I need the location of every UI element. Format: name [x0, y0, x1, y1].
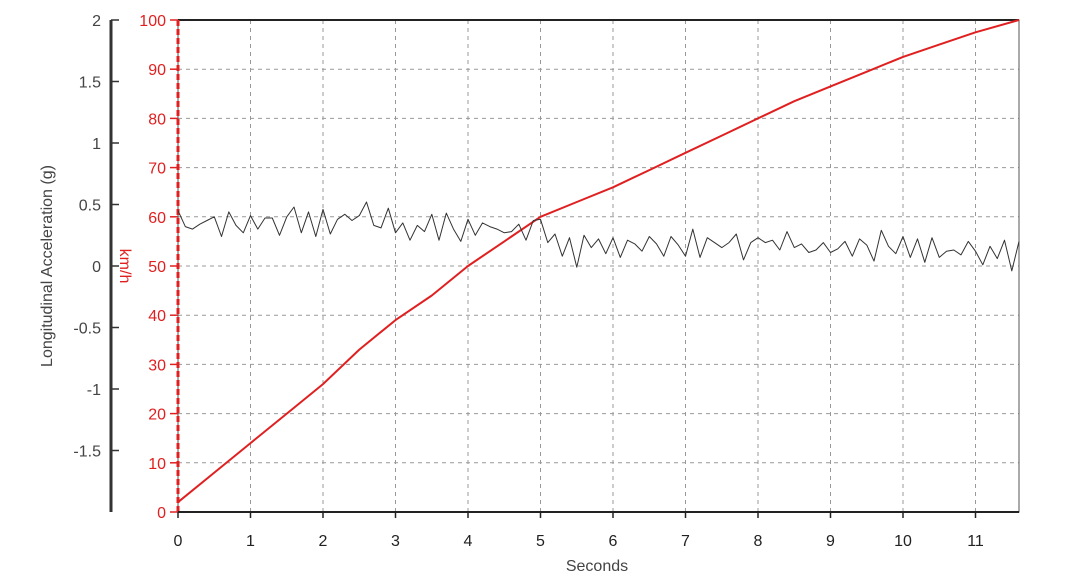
x-tick-label: 0 [174, 533, 183, 550]
x-tick-label: 6 [609, 533, 618, 550]
x-axis-title: Seconds [566, 558, 628, 575]
left-tick-label: 1.5 [79, 75, 101, 92]
right-tick-label: 0 [157, 505, 166, 522]
x-tick-label: 5 [536, 533, 545, 550]
x-tick-label: 8 [754, 533, 763, 550]
x-tick-label: 10 [894, 533, 912, 550]
left-axis: 2 1.5 1 0.5 0 -0.5 -1 -1.5 [73, 13, 119, 512]
x-axis: 0 1 2 3 4 5 6 7 8 9 10 11 [174, 511, 1019, 550]
right-tick-label: 70 [148, 161, 166, 178]
left-tick-label: 0.5 [79, 198, 101, 215]
x-tick-label: 2 [319, 533, 328, 550]
left-tick-label: 1 [92, 136, 101, 153]
right-tick-label: 90 [148, 62, 166, 79]
x-tick-label: 9 [826, 533, 835, 550]
right-tick-label: 80 [148, 111, 166, 128]
right-tick-label: 40 [148, 308, 166, 325]
left-tick-label: 2 [92, 13, 101, 30]
x-tick-label: 7 [681, 533, 690, 550]
right-tick-label: 10 [148, 456, 166, 473]
x-tick-label: 4 [464, 533, 473, 550]
right-tick-label: 60 [148, 210, 166, 227]
x-tick-label: 11 [967, 533, 984, 550]
right-tick-label: 100 [139, 13, 166, 30]
left-tick-label: -1 [87, 382, 101, 399]
left-tick-label: 0 [92, 259, 101, 276]
series-layer [177, 19, 1020, 503]
speed-series-line [177, 19, 1020, 503]
left-axis-title: Longitudinal Acceleration (g) [39, 165, 56, 367]
left-tick-label: -0.5 [73, 321, 101, 338]
right-tick-label: 50 [148, 259, 166, 276]
acceleration-series-line [177, 201, 1020, 272]
grid [178, 20, 1019, 512]
right-tick-label: 30 [148, 357, 166, 374]
x-tick-label: 1 [246, 533, 255, 550]
right-tick-label: 20 [148, 407, 166, 424]
x-tick-label: 3 [391, 533, 400, 550]
left-tick-label: -1.5 [73, 444, 101, 461]
right-axis-title: km/h [116, 249, 133, 284]
